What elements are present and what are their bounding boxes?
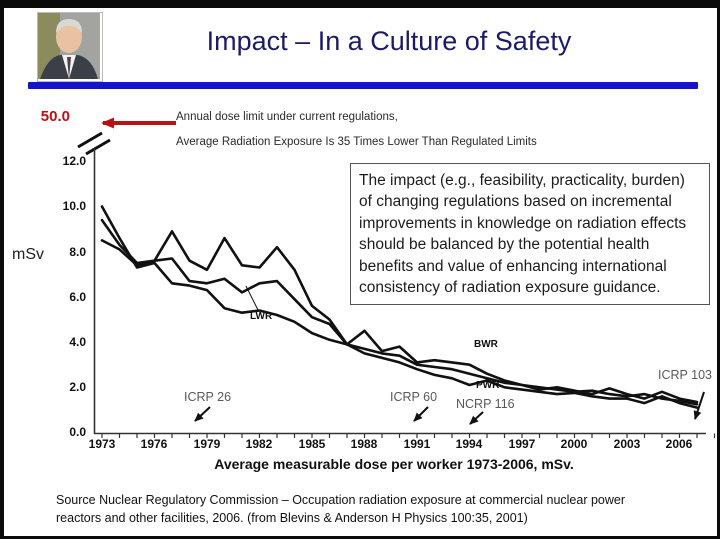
icrp103-arrow-icon [693, 391, 705, 420]
x-axis-ticks [101, 433, 716, 438]
axis-break-icon [77, 131, 111, 156]
y-tick-2: 2.0 [69, 380, 86, 394]
impact-statement-box: The impact (e.g., feasibility, practical… [350, 163, 710, 306]
ncrp116-arrow-icon [469, 411, 484, 425]
x-tick-1994: 1994 [455, 437, 483, 451]
x-tick-1991: 1991 [403, 437, 431, 451]
icrp60-arrow-icon [413, 406, 429, 422]
y-tick-12: 12.0 [62, 154, 86, 168]
x-tick-1979: 1979 [193, 437, 221, 451]
x-tick-1973: 1973 [88, 437, 116, 451]
annotation-icrp-60: ICRP 60 [390, 390, 438, 404]
annotation-icrp-103: ICRP 103 [658, 368, 712, 382]
x-tick-1988: 1988 [350, 437, 378, 451]
speaker-photo [37, 12, 103, 82]
title-underline-bar [28, 82, 698, 89]
lwr-series-line [100, 218, 699, 406]
annotation-icrp-26: ICRP 26 [184, 390, 232, 404]
x-tick-2006: 2006 [665, 437, 693, 451]
dose-limit-value: 50.0 [40, 108, 70, 125]
x-tick-1982: 1982 [245, 437, 273, 451]
pwr-series-label: PWR [476, 380, 500, 391]
lwr-label-pointer [245, 285, 259, 311]
x-tick-2000: 2000 [560, 437, 588, 451]
slide-title: Impact – In a Culture of Safety [206, 26, 572, 56]
dose-limit-caption: Annual dose limit under current regulati… [176, 111, 398, 123]
annotation-ncrp-116: NCRP 116 [456, 397, 515, 411]
pwr-series-line [100, 205, 699, 409]
y-tick-8: 8.0 [69, 245, 86, 259]
speaker-photo-image [38, 13, 100, 79]
source-citation: Source Nuclear Regulatory Commission – O… [56, 493, 626, 526]
lwr-series-label: LWR [250, 311, 273, 322]
y-tick-6: 6.0 [69, 290, 86, 304]
y-tick-10: 10.0 [62, 199, 86, 213]
dose-trend-chart [77, 117, 716, 438]
y-axis-unit-label: mSv [12, 246, 44, 263]
x-tick-2003: 2003 [613, 437, 641, 451]
y-tick-0: 0.0 [69, 425, 86, 439]
x-tick-1997: 1997 [508, 437, 536, 451]
exposure-comparison-caption: Average Radiation Exposure Is 35 Times L… [176, 136, 537, 148]
x-tick-1976: 1976 [140, 437, 168, 451]
bwr-series-label: BWR [474, 339, 498, 350]
y-tick-4: 4.0 [69, 335, 86, 349]
x-tick-1985: 1985 [298, 437, 326, 451]
icrp26-arrow-icon [194, 406, 211, 422]
x-axis-title: Average measurable dose per worker 1973-… [214, 456, 574, 472]
